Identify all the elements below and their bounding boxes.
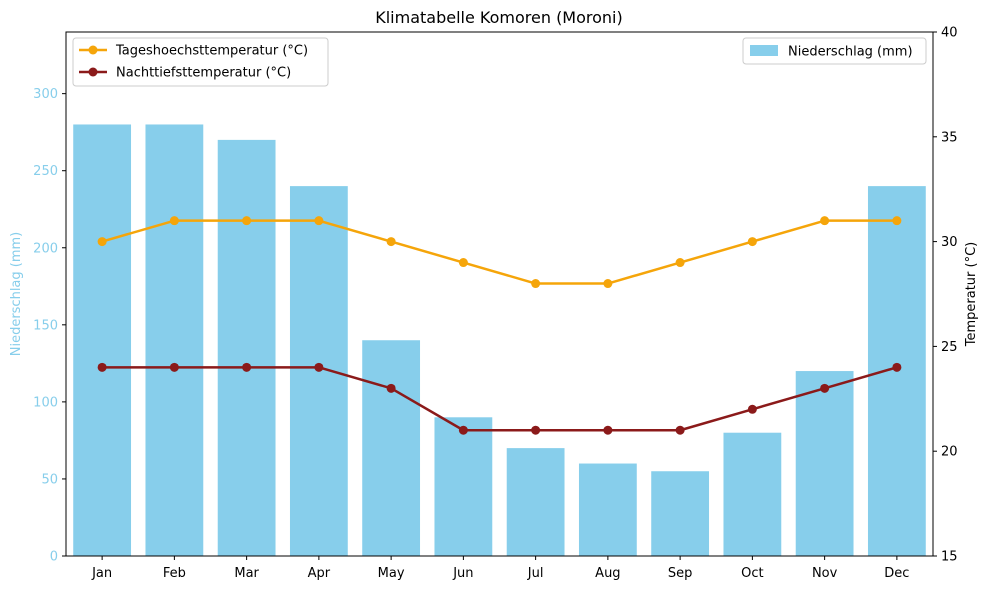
max-temp-point-jun [458,258,468,268]
min-temp-point-apr [314,362,324,372]
x-tick-label: Jun [452,566,473,581]
max-temp-point-aug [603,279,613,289]
y-left-axis-label: Niederschlag (mm) [9,232,24,357]
axes-layer: Jan Feb Mar Apr May Jun Jul Aug Sep Oct Nov Dec 0 50 1… [9,26,979,582]
max-temp-point-nov [820,216,830,226]
x-tick-label: Oct [741,566,763,581]
plot-frame [65,31,934,557]
min-temp-point-jan [97,362,107,372]
legend-temperatures-box [72,37,329,87]
min-temp-point-oct [747,404,757,414]
bar-nov [795,371,854,556]
legend-bar-swatch [750,45,778,56]
lines-layer [97,216,902,435]
min-temp-point-jun [458,425,468,435]
legend-precipitation: Niederschlag (mm) [742,37,927,65]
legend-marker [88,67,98,77]
x-tick-label: Mar [234,566,259,581]
line-series-max-temp [101,219,897,285]
bar-aug [578,463,637,556]
y-left-tick-label: 0 [50,550,58,565]
y-left-tick-label: 200 [33,241,58,256]
bar-mar [217,139,276,556]
x-tick-label: Feb [163,566,186,581]
min-temp-point-mar [242,362,252,372]
bar-sep [651,471,710,556]
bar-feb [145,124,204,557]
max-temp-point-oct [747,237,757,247]
y-right-tick-label: 35 [941,130,958,145]
x-tick-label: Apr [308,566,331,581]
min-temp-point-dec [892,362,902,372]
y-left-tick-label: 250 [33,164,58,179]
max-temp-point-jan [97,237,107,247]
y-right-tick-label: 30 [941,235,958,250]
legend-label-max-temp: Tageshoechsttemperatur (°C) [115,44,308,59]
max-temp-point-may [386,237,396,247]
bar-oct [723,432,782,556]
legend-marker [88,45,98,55]
max-temp-point-mar [242,216,252,226]
x-tick-label: Jul [527,566,544,581]
x-tick-label: Jan [91,566,112,581]
min-temp-point-may [386,383,396,393]
min-temp-point-nov [820,383,830,393]
bars-layer [73,124,926,557]
legend-temperatures: Tageshoechsttemperatur (°C) Nachttiefstte… [72,37,329,87]
x-tick-label: Nov [812,566,838,581]
chart-title: Klimatabelle Komoren (Moroni) [375,8,623,27]
bar-may [362,340,421,556]
legend-label-min-temp: Nachttiefsttemperatur (°C) [116,66,291,81]
line-series-min-temp [102,366,898,432]
min-temp-point-sep [675,425,685,435]
legend-precipitation-box [742,37,927,65]
y-right-tick-label: 40 [941,26,958,41]
min-temp-point-jul [531,425,541,435]
y-right-tick-label: 20 [941,445,958,460]
y-left-tick-label: 150 [33,318,58,333]
bar-jun [434,417,493,556]
x-tick-label: May [378,566,405,581]
y-left-tick-label: 100 [33,395,58,410]
y-left-tick-label: 50 [41,472,58,487]
max-temp-point-sep [675,258,685,268]
legend-label-precipitation: Niederschlag (mm) [788,45,913,60]
min-temp-point-feb [169,362,179,372]
max-temp-point-dec [892,216,902,226]
x-tick-label: Aug [595,566,620,581]
bar-jan [73,124,132,557]
y-left-tick-label: 300 [33,87,58,102]
y-right-axis-label: Temperatur (°C) [964,242,979,348]
bar-jul [506,448,565,556]
x-tick-label: Dec [884,566,909,581]
x-tick-label: Sep [668,566,693,581]
max-temp-point-feb [169,216,179,226]
max-temp-point-apr [314,216,324,226]
min-temp-point-aug [603,425,613,435]
y-right-tick-label: 15 [941,550,958,565]
max-temp-point-jul [531,279,541,289]
y-right-tick-label: 25 [941,340,958,355]
